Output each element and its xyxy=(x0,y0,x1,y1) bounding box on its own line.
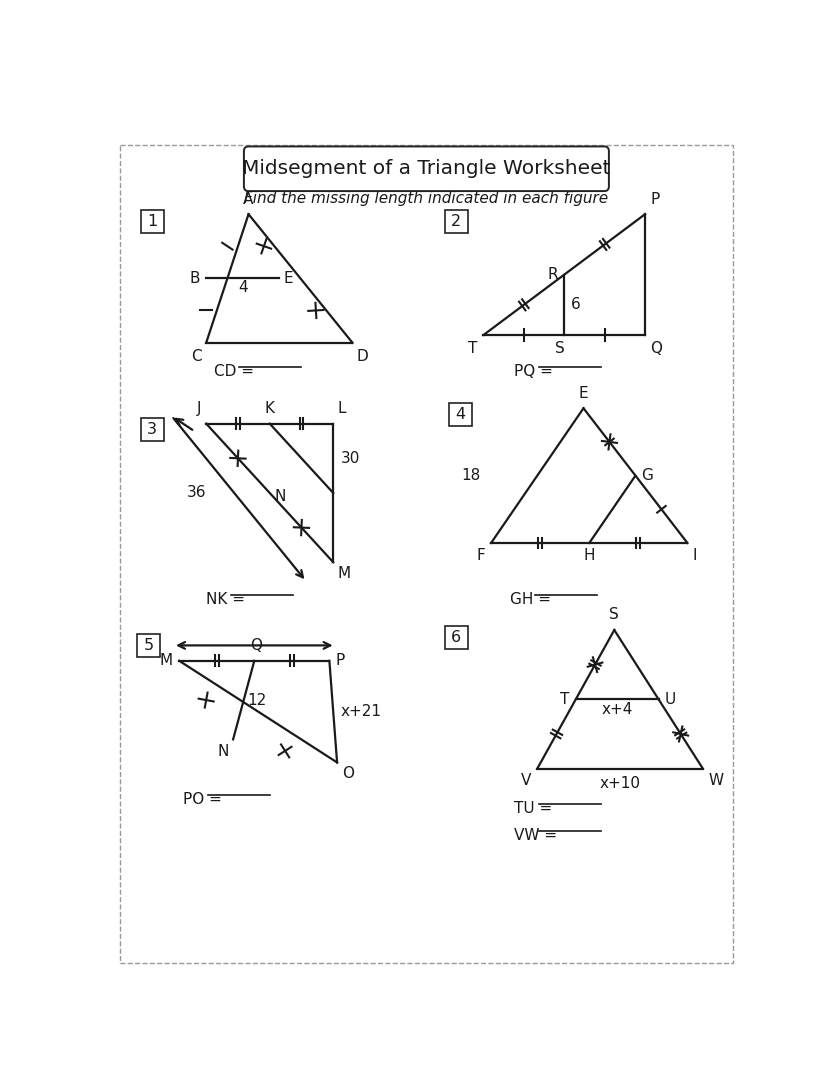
Text: NK =: NK = xyxy=(206,592,250,606)
Text: x+10: x+10 xyxy=(600,776,641,792)
Text: 4: 4 xyxy=(455,407,465,422)
Text: Midsegment of a Triangle Worksheet: Midsegment of a Triangle Worksheet xyxy=(242,159,611,178)
Text: J: J xyxy=(197,401,201,416)
Text: A: A xyxy=(243,191,254,206)
Text: F: F xyxy=(476,547,485,562)
Text: N: N xyxy=(218,744,230,759)
Text: M: M xyxy=(160,653,173,668)
Text: D: D xyxy=(356,349,368,364)
Text: K: K xyxy=(265,401,275,416)
Text: GH =: GH = xyxy=(510,592,557,606)
Text: E: E xyxy=(284,271,294,286)
Text: L: L xyxy=(338,401,346,416)
Text: 4: 4 xyxy=(238,281,248,296)
Text: Q: Q xyxy=(250,638,263,653)
Text: 5: 5 xyxy=(143,638,153,653)
Text: 6: 6 xyxy=(571,297,580,312)
Text: VW =: VW = xyxy=(514,828,562,843)
Text: 36: 36 xyxy=(186,486,206,500)
Text: W: W xyxy=(709,773,724,788)
Text: 6: 6 xyxy=(452,630,462,645)
FancyBboxPatch shape xyxy=(244,146,609,191)
Text: I: I xyxy=(693,547,697,562)
Text: CD =: CD = xyxy=(214,365,259,379)
FancyBboxPatch shape xyxy=(141,418,164,441)
Text: T: T xyxy=(560,692,570,707)
Text: N: N xyxy=(275,489,285,505)
Text: 1: 1 xyxy=(147,214,157,229)
Text: P: P xyxy=(651,191,660,206)
Text: 3: 3 xyxy=(147,423,157,437)
Text: P: P xyxy=(335,653,344,668)
Text: E: E xyxy=(579,385,588,401)
Text: R: R xyxy=(547,268,558,282)
Text: 18: 18 xyxy=(461,468,480,483)
Text: V: V xyxy=(521,773,531,788)
Text: TU =: TU = xyxy=(514,800,557,816)
Text: PQ =: PQ = xyxy=(514,365,558,379)
Text: U: U xyxy=(665,692,676,707)
Text: Find the missing length indicated in each figure: Find the missing length indicated in eac… xyxy=(245,191,608,206)
Text: B: B xyxy=(190,271,200,286)
Text: S: S xyxy=(555,341,564,356)
Text: Q: Q xyxy=(651,341,662,356)
Text: 30: 30 xyxy=(341,451,360,466)
FancyBboxPatch shape xyxy=(141,211,164,234)
Text: 12: 12 xyxy=(248,692,267,708)
Text: G: G xyxy=(641,468,653,483)
Text: M: M xyxy=(338,566,351,581)
Text: 2: 2 xyxy=(452,214,462,229)
FancyBboxPatch shape xyxy=(448,403,472,426)
FancyBboxPatch shape xyxy=(137,633,160,657)
Text: x+4: x+4 xyxy=(602,702,633,716)
Text: C: C xyxy=(191,349,201,364)
Text: T: T xyxy=(468,341,478,356)
Text: O: O xyxy=(343,767,354,781)
Text: S: S xyxy=(609,607,619,622)
FancyBboxPatch shape xyxy=(445,211,468,234)
FancyBboxPatch shape xyxy=(445,626,468,650)
Text: H: H xyxy=(583,547,595,562)
Text: x+21: x+21 xyxy=(340,704,381,720)
Text: PO =: PO = xyxy=(183,792,227,807)
